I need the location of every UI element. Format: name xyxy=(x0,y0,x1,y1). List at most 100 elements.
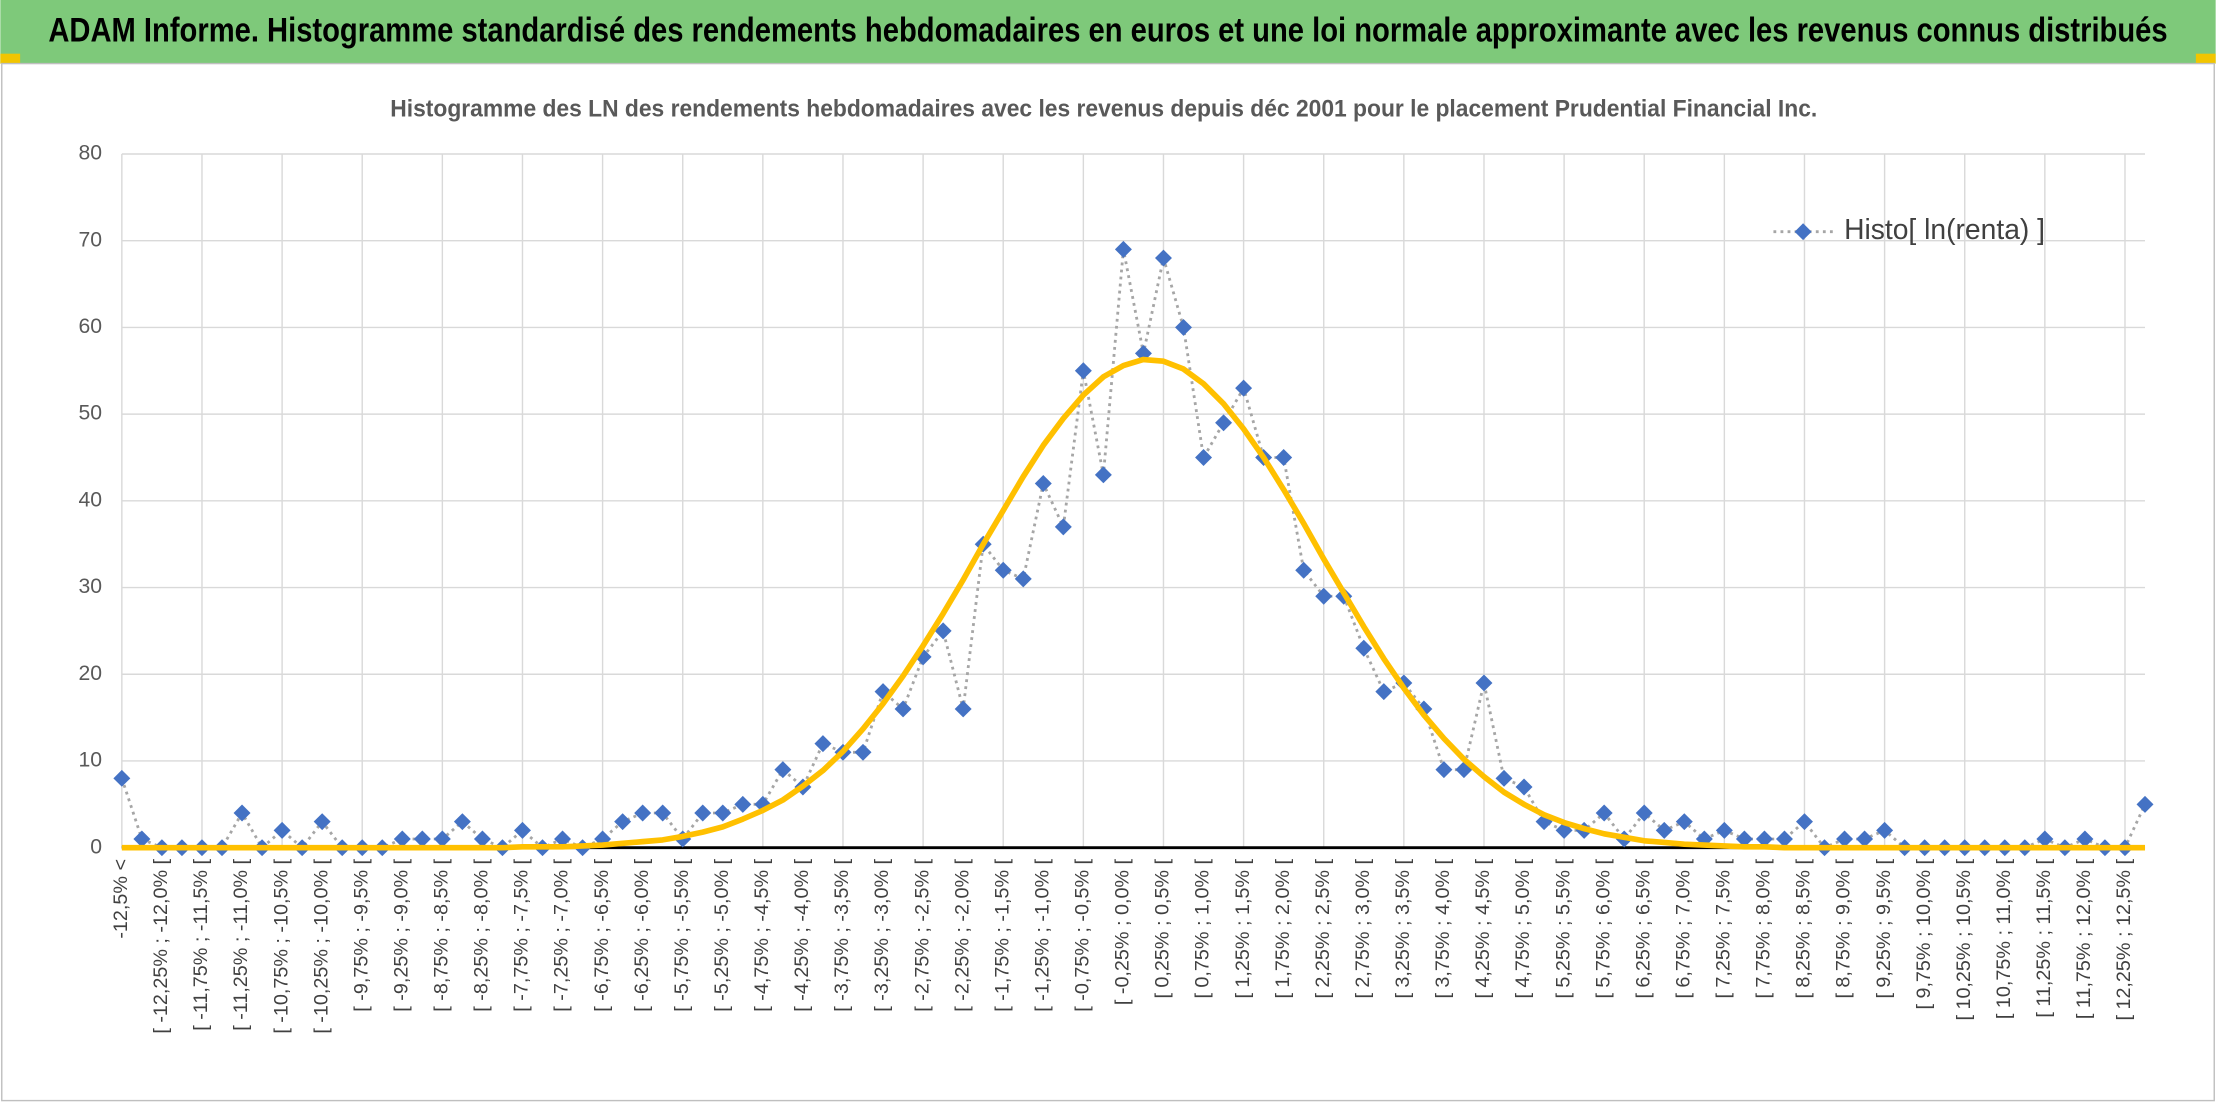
data-point xyxy=(133,830,151,848)
data-point xyxy=(634,804,652,822)
x-tick-label: [ 3,75% ; 4,0% [ xyxy=(1432,858,1454,998)
data-point xyxy=(1235,379,1253,397)
x-tick-label: [ 11,25% ; 11,5% [ xyxy=(2033,858,2055,1017)
data-point xyxy=(1295,561,1313,579)
header-title: ADAM Informe. Histogramme standardisé de… xyxy=(48,11,2167,49)
data-point xyxy=(1796,813,1813,831)
x-tick-label: [ -12,25% ; -12,0% [ xyxy=(150,858,172,1033)
data-point xyxy=(614,813,632,831)
data-point xyxy=(954,700,972,718)
x-tick-label: [ -6,25% ; -6,0% [ xyxy=(631,858,653,1011)
data-point xyxy=(714,804,732,822)
data-point xyxy=(1755,830,1773,848)
y-tick-label: 80 xyxy=(78,142,102,165)
data-point xyxy=(1735,830,1753,848)
y-tick-label: 0 xyxy=(90,835,102,858)
data-point xyxy=(2136,795,2154,813)
data-point xyxy=(1355,639,1373,657)
x-tick-label: [ -3,75% ; -3,5% [ xyxy=(831,858,853,1011)
data-point xyxy=(554,830,572,848)
x-tick-label: [ -7,25% ; -7,0% [ xyxy=(551,858,573,1011)
data-point xyxy=(1315,587,1333,605)
data-point xyxy=(854,743,872,761)
x-tick-label: [ -3,25% ; -3,0% [ xyxy=(871,858,893,1011)
x-tick-label: [ 3,25% ; 3,5% [ xyxy=(1392,858,1414,998)
y-tick-label: 70 xyxy=(78,228,102,251)
data-point xyxy=(1876,821,1894,839)
x-tick-label: [ 0,25% ; 0,5% [ xyxy=(1152,858,1174,998)
x-tick-label: [ -8,25% ; -8,0% [ xyxy=(471,858,493,1011)
x-tick-label: [ 7,75% ; 8,0% [ xyxy=(1753,858,1775,998)
y-tick-label: 40 xyxy=(78,488,102,511)
x-tick-label: [ 5,25% ; 5,5% [ xyxy=(1552,858,1574,998)
data-point xyxy=(453,813,471,831)
data-point xyxy=(433,830,451,848)
x-tick-label: -12,5% < xyxy=(110,859,132,939)
data-point xyxy=(994,561,1012,579)
x-tick-label: [ 2,25% ; 2,5% [ xyxy=(1312,858,1334,998)
x-tick-label: [ -9,25% ; -9,0% [ xyxy=(391,858,413,1011)
legend-label: Histo[ ln(renta) ] xyxy=(1844,213,2045,245)
x-tick-label: [ 10,25% ; 10,5% [ xyxy=(1953,858,1975,1020)
data-point xyxy=(1595,804,1613,822)
data-point xyxy=(1375,683,1393,701)
x-tick-label: [ -8,75% ; -8,5% [ xyxy=(431,858,453,1011)
x-tick-label: [ -0,75% ; -0,5% [ xyxy=(1072,858,1094,1011)
x-tick-label: [ 6,75% ; 7,0% [ xyxy=(1673,858,1695,998)
x-tick-label: [ 9,75% ; 10,0% [ xyxy=(1913,858,1935,1009)
data-point xyxy=(1515,778,1533,796)
data-point xyxy=(393,830,411,848)
x-tick-label: [ 7,25% ; 7,5% [ xyxy=(1713,858,1735,998)
x-tick-label: [ -7,75% ; -7,5% [ xyxy=(511,858,533,1011)
x-tick-label: [ -11,75% ; -11,5% [ xyxy=(190,859,212,1031)
x-tick-label: [ 4,25% ; 4,5% [ xyxy=(1472,858,1494,998)
data-point xyxy=(1155,249,1172,267)
x-tick-label: [ 1,75% ; 2,0% [ xyxy=(1272,858,1294,998)
x-tick-label: [ -4,25% ; -4,0% [ xyxy=(791,858,813,1011)
data-point xyxy=(894,700,912,718)
x-tick-label: [ -1,25% ; -1,0% [ xyxy=(1032,858,1054,1011)
data-point xyxy=(2036,830,2054,848)
x-tick-label: [ -4,75% ; -4,5% [ xyxy=(751,858,773,1011)
data-point xyxy=(934,622,952,640)
normal-curve xyxy=(121,356,2146,851)
x-tick-label: [ -11,25% ; -11,0% [ xyxy=(230,859,252,1031)
x-tick-label: [ 0,75% ; 1,0% [ xyxy=(1192,858,1214,998)
y-tick-label: 50 xyxy=(78,402,102,425)
header-bar xyxy=(0,0,2216,64)
x-tick-label: [ -2,75% ; -2,5% [ xyxy=(911,858,933,1011)
data-point xyxy=(654,804,672,822)
data-point xyxy=(774,761,792,779)
chart-frame xyxy=(1,62,2215,1102)
x-tick-label: [ 1,25% ; 1,5% [ xyxy=(1232,858,1254,998)
data-point xyxy=(473,830,491,848)
data-point xyxy=(1836,830,1854,848)
x-tick-label: [ 5,75% ; 6,0% [ xyxy=(1592,858,1614,998)
data-point xyxy=(1034,475,1052,492)
data-point xyxy=(2076,830,2094,848)
x-tick-label: [ -1,75% ; -1,5% [ xyxy=(991,858,1013,1011)
data-point xyxy=(1114,240,1132,258)
data-point xyxy=(1094,466,1112,484)
y-tick-label: 10 xyxy=(78,749,102,772)
x-tick-label: [ -5,25% ; -5,0% [ xyxy=(711,858,733,1011)
data-point xyxy=(273,821,291,839)
x-tick-label: [ 6,25% ; 6,5% [ xyxy=(1632,858,1654,998)
x-tick-label: [ 9,25% ; 9,5% [ xyxy=(1873,858,1895,998)
data-point xyxy=(113,769,131,787)
data-point xyxy=(1675,813,1693,831)
x-tick-label: [ -10,25% ; -10,0% [ xyxy=(310,858,332,1033)
x-tick-label: [ 11,75% ; 12,0% [ xyxy=(2073,858,2095,1019)
x-tick-label: [ -0,25% ; 0,0% [ xyxy=(1112,858,1134,1005)
data-point xyxy=(1495,769,1513,787)
x-tick-label: [ 8,75% ; 9,0% [ xyxy=(1833,858,1855,998)
data-point xyxy=(694,804,712,822)
data-point xyxy=(1655,821,1673,839)
data-point xyxy=(413,830,431,848)
x-tick-label: [ 2,75% ; 3,0% [ xyxy=(1352,858,1374,998)
data-point xyxy=(313,813,331,831)
x-tick-label: [ 4,75% ; 5,0% [ xyxy=(1512,858,1534,998)
x-tick-label: [ -2,25% ; -2,0% [ xyxy=(951,858,973,1011)
